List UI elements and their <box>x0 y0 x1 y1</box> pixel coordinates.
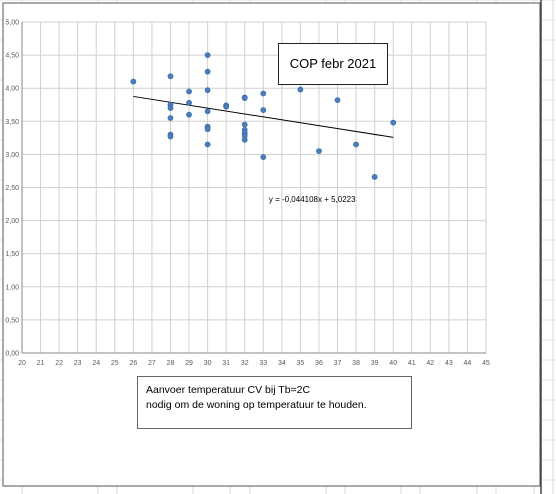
data-point <box>297 86 304 93</box>
x-tick-label: 26 <box>129 360 137 367</box>
data-point <box>204 141 211 148</box>
y-tick-label: 3,00 <box>5 152 19 159</box>
y-tick-label: 0,00 <box>5 351 19 358</box>
data-point <box>334 97 341 104</box>
x-tick-label: 24 <box>92 360 100 367</box>
x-tick-label: 41 <box>408 360 416 367</box>
x-tick-label: 33 <box>259 360 267 367</box>
data-point <box>241 136 248 143</box>
y-tick-label: 3,50 <box>5 119 19 126</box>
chart-title: COP febr 2021 <box>278 43 388 85</box>
data-point <box>167 73 174 80</box>
plot-area: 0,00 0,50 1,00 1,50 2,00 2,50 3,00 3,50 4,00 4,50… <box>5 20 490 368</box>
y-tick-label: 4,00 <box>5 86 19 93</box>
x-tick-label: 28 <box>167 360 175 367</box>
data-point <box>186 111 192 118</box>
data-point <box>260 154 267 160</box>
x-tick-label: 45 <box>482 360 490 367</box>
x-tick-label: 32 <box>241 360 249 367</box>
x-tick-label: 36 <box>315 360 323 367</box>
x-tick-label: 29 <box>185 360 193 367</box>
x-tick-label: 39 <box>371 360 379 367</box>
data-point <box>260 107 267 113</box>
data-point <box>353 141 359 148</box>
data-point <box>186 88 192 95</box>
x-tick-label: 23 <box>74 360 82 367</box>
x-tick-label: 37 <box>334 360 342 367</box>
data-point <box>204 87 211 94</box>
x-tick-label: 21 <box>37 360 45 367</box>
x-tick-label: 34 <box>278 360 286 367</box>
x-tick-label: 42 <box>426 360 434 367</box>
caption-line-1: Aanvoer temperatuur CV bij Tb=2C <box>146 384 311 396</box>
data-point <box>204 68 211 75</box>
x-tick-label: 20 <box>18 360 26 367</box>
y-tick-label: 2,50 <box>5 185 19 192</box>
x-tick-label: 38 <box>352 360 360 367</box>
x-tick-label: 31 <box>222 360 230 367</box>
data-point <box>167 115 174 121</box>
data-point <box>241 121 248 128</box>
data-point <box>371 174 378 180</box>
data-point <box>130 78 137 85</box>
trendline <box>133 95 394 138</box>
x-tick-label: 30 <box>204 360 212 367</box>
data-point <box>241 95 248 102</box>
data-point <box>186 99 192 106</box>
data-point <box>316 148 322 154</box>
x-tick-label: 40 <box>389 360 397 367</box>
data-point <box>204 126 211 133</box>
x-tick-label: 22 <box>55 360 63 367</box>
data-point <box>167 105 174 111</box>
data-point <box>204 108 211 115</box>
trendline-equation: y = -0,044108x + 5,0223 <box>269 195 356 204</box>
data-point <box>223 103 230 110</box>
data-point <box>204 52 211 58</box>
y-tick-label: 1,50 <box>5 251 19 258</box>
x-tick-label: 25 <box>111 360 119 367</box>
y-tick-label: 0,50 <box>5 317 19 324</box>
data-point <box>390 119 397 126</box>
x-tick-label: 43 <box>445 360 453 367</box>
chart-caption-box: Aanvoer temperatuur CV bij Tb=2C nodig o… <box>137 376 412 429</box>
y-tick-label: 4,50 <box>5 53 19 60</box>
data-point <box>167 133 174 140</box>
x-tick-label: 35 <box>297 360 305 367</box>
x-tick-label: 27 <box>148 360 156 367</box>
x-tick-label: 44 <box>464 360 472 367</box>
chart-title-text: COP febr 2021 <box>289 55 377 71</box>
data-point <box>260 90 267 97</box>
caption-line-2: nodig om de woning op temperatuur te hou… <box>146 399 367 411</box>
y-tick-label: 2,00 <box>5 218 19 225</box>
y-tick-label: 5,00 <box>5 20 19 27</box>
y-tick-label: 1,00 <box>5 284 19 291</box>
